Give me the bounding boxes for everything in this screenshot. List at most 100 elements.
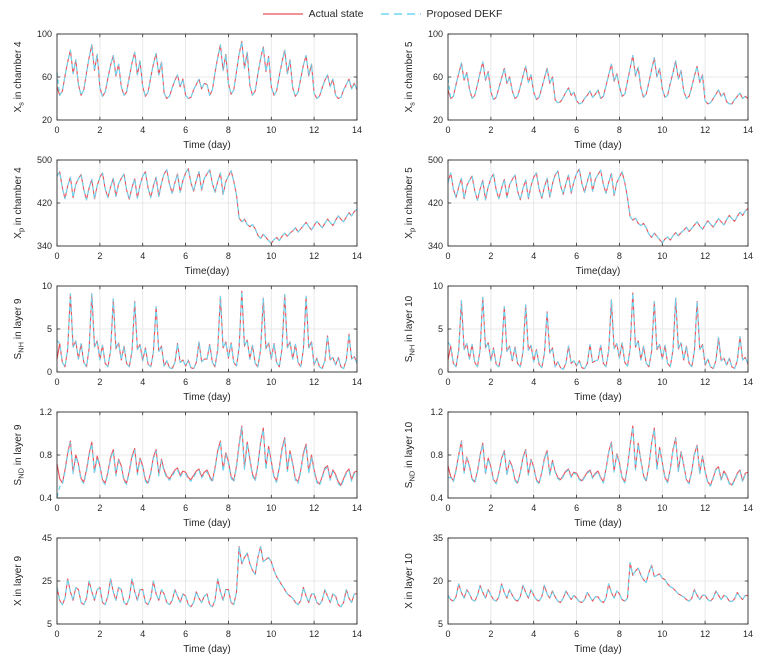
subplot-xp-chamber-4: 0 2 4 6 8 10 12 14 340 420 500 Time(day) Xp in chamb… bbox=[0, 154, 382, 280]
subplot-xs-chamber-5: 0 2 4 6 8 10 12 14 20 60 100 Time (day) Xs in chambe… bbox=[382, 28, 764, 154]
y-tick-label: 20 bbox=[42, 115, 52, 125]
y-tick-label: 0.8 bbox=[430, 450, 443, 460]
x-axis-label: Time (day) bbox=[183, 518, 230, 529]
x-tick-label: 6 bbox=[574, 503, 579, 513]
x-tick-label: 4 bbox=[531, 377, 536, 387]
x-tick-label: 12 bbox=[309, 629, 319, 639]
x-tick-label: 8 bbox=[226, 125, 231, 135]
dekf-series-line bbox=[56, 40, 358, 100]
x-tick-label: 2 bbox=[488, 251, 493, 261]
x-tick-label: 4 bbox=[531, 629, 536, 639]
x-tick-label: 6 bbox=[574, 377, 579, 387]
subplot-snd-layer-10: 0 2 4 6 8 10 12 14 0.4 0.8 1.2 Time (day) SND in lay… bbox=[382, 406, 764, 532]
y-tick-label: 25 bbox=[42, 576, 52, 586]
y-tick-label: 0.8 bbox=[39, 450, 52, 460]
x-tick-label: 6 bbox=[574, 251, 579, 261]
dekf-series-line bbox=[448, 426, 749, 487]
subplot-snh-layer-9: 0 2 4 6 8 10 12 14 0 5 10 Time (day) SNH in layer 9 bbox=[0, 280, 382, 406]
legend-item-dekf: Proposed DEKF bbox=[380, 8, 503, 20]
y-tick-label: 20 bbox=[433, 576, 443, 586]
x-tick-label: 10 bbox=[266, 503, 276, 513]
y-tick-label: 500 bbox=[37, 155, 52, 165]
x-tick-label: 14 bbox=[352, 503, 362, 513]
actual-series-line bbox=[56, 168, 358, 244]
y-tick-label: 5 bbox=[438, 324, 443, 334]
x-tick-label: 10 bbox=[657, 125, 667, 135]
y-tick-label: 45 bbox=[42, 533, 52, 543]
x-tick-label: 6 bbox=[183, 125, 188, 135]
chart-snd-layer-9: 0 2 4 6 8 10 12 14 0.4 0.8 1.2 Time (day) SND in lay… bbox=[13, 407, 362, 529]
x-axis-label: Time (day) bbox=[183, 392, 230, 403]
x-tick-label: 4 bbox=[531, 503, 536, 513]
x-tick-label: 8 bbox=[617, 503, 622, 513]
y-tick-label: 1.2 bbox=[39, 407, 52, 417]
legend-label-actual: Actual state bbox=[308, 8, 364, 20]
x-tick-label: 14 bbox=[743, 629, 753, 639]
actual-line-swatch-icon bbox=[262, 13, 303, 15]
y-axis-label: SNH in layer 9 bbox=[13, 298, 26, 359]
y-axis-label: Xp in chamber 5 bbox=[404, 167, 417, 239]
chart-snh-layer-10: 0 2 4 6 8 10 12 14 0 5 10 Time (day) SNH in layer 10 bbox=[404, 281, 753, 403]
dekf-series-line bbox=[56, 427, 358, 498]
x-tick-label: 12 bbox=[700, 125, 710, 135]
x-tick-label: 0 bbox=[445, 503, 450, 513]
y-tick-label: 1.2 bbox=[430, 407, 443, 417]
chart-xp-chamber-5: 0 2 4 6 8 10 12 14 340 420 500 Time(day) Xp in chamb… bbox=[404, 155, 753, 277]
y-axis-label: Xp in chamber 4 bbox=[13, 167, 26, 239]
x-axis-label: Time (day) bbox=[574, 644, 621, 655]
y-tick-label: 420 bbox=[428, 198, 443, 208]
subplot-x-layer-9: 0 2 4 6 8 10 12 14 5 25 45 Time (day) X in layer 9 bbox=[0, 532, 382, 658]
x-tick-label: 14 bbox=[352, 251, 362, 261]
subplot-xp-chamber-5: 0 2 4 6 8 10 12 14 340 420 500 Time(day) Xp in chamb… bbox=[382, 154, 764, 280]
x-tick-label: 10 bbox=[657, 629, 667, 639]
x-tick-label: 8 bbox=[226, 629, 231, 639]
y-tick-label: 60 bbox=[433, 72, 443, 82]
x-tick-label: 10 bbox=[657, 377, 667, 387]
y-axis-label: SND in layer 10 bbox=[404, 421, 417, 488]
x-tick-label: 6 bbox=[574, 125, 579, 135]
y-tick-label: 100 bbox=[428, 29, 443, 39]
y-tick-label: 5 bbox=[438, 619, 443, 629]
y-tick-label: 0.4 bbox=[430, 493, 443, 503]
legend-label-dekf: Proposed DEKF bbox=[426, 8, 503, 20]
subplot-x-layer-10: 0 2 4 6 8 10 12 14 5 20 35 Time (day) X in layer 10 bbox=[382, 532, 764, 658]
x-axis-label: Time (day) bbox=[183, 644, 230, 655]
y-tick-label: 5 bbox=[47, 619, 52, 629]
x-axis-label: Time (day) bbox=[574, 140, 621, 151]
y-tick-label: 340 bbox=[428, 241, 443, 251]
x-tick-label: 12 bbox=[700, 377, 710, 387]
chart-xp-chamber-4: 0 2 4 6 8 10 12 14 340 420 500 Time(day) Xp in chamb… bbox=[13, 155, 362, 277]
x-tick-label: 2 bbox=[97, 377, 102, 387]
y-axis-label: X in layer 9 bbox=[13, 556, 24, 606]
dekf-series-line bbox=[56, 168, 358, 244]
y-tick-label: 500 bbox=[428, 155, 443, 165]
legend: Actual state Proposed DEKF bbox=[0, 0, 764, 28]
x-tick-label: 6 bbox=[183, 629, 188, 639]
x-tick-label: 6 bbox=[183, 377, 188, 387]
x-tick-label: 2 bbox=[97, 125, 102, 135]
y-axis-label: SNH in layer 10 bbox=[404, 295, 417, 362]
actual-series-line bbox=[447, 561, 749, 604]
x-tick-label: 8 bbox=[617, 377, 622, 387]
subplot-grid: 0 2 4 6 8 10 12 14 20 60 100 Time (day) Xs in chambe… bbox=[0, 28, 764, 658]
x-tick-label: 4 bbox=[140, 503, 145, 513]
x-tick-label: 8 bbox=[226, 503, 231, 513]
chart-x-layer-10: 0 2 4 6 8 10 12 14 5 20 35 Time (day) X in layer 10 bbox=[404, 533, 753, 655]
x-tick-label: 8 bbox=[226, 377, 231, 387]
x-tick-label: 0 bbox=[445, 377, 450, 387]
x-tick-label: 12 bbox=[309, 503, 319, 513]
y-axis-label: SND in layer 9 bbox=[13, 424, 26, 485]
x-tick-label: 10 bbox=[266, 125, 276, 135]
x-tick-label: 4 bbox=[140, 377, 145, 387]
x-tick-label: 0 bbox=[445, 251, 450, 261]
y-axis-label: X in layer 10 bbox=[404, 553, 415, 609]
y-tick-label: 20 bbox=[433, 115, 443, 125]
x-tick-label: 14 bbox=[743, 125, 753, 135]
chart-xs-chamber-4: 0 2 4 6 8 10 12 14 20 60 100 Time (day) Xs in chambe… bbox=[13, 29, 362, 151]
dekf-series-line bbox=[56, 290, 358, 370]
x-axis-label: Time(day) bbox=[576, 266, 621, 277]
x-tick-label: 2 bbox=[97, 629, 102, 639]
dekf-series-line bbox=[447, 292, 749, 371]
y-tick-label: 10 bbox=[42, 281, 52, 291]
actual-series-line bbox=[447, 292, 749, 370]
